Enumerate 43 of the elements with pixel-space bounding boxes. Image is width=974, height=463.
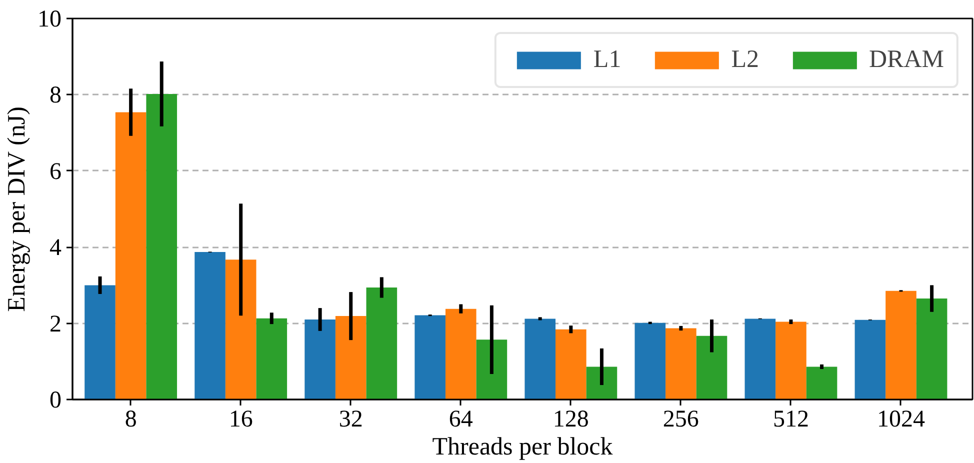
- legend-label: L1: [593, 46, 622, 74]
- bar: [84, 285, 116, 400]
- bar: [304, 319, 336, 400]
- bar: [744, 318, 776, 400]
- bar: [115, 112, 146, 400]
- bar: [524, 318, 556, 400]
- y-tick-label: 6: [50, 158, 62, 185]
- bar: [366, 287, 398, 400]
- legend-label: L2: [731, 46, 759, 74]
- bar: [634, 322, 666, 400]
- bar: [586, 366, 618, 400]
- bar: [225, 260, 256, 400]
- x-tick-label: 1024: [876, 406, 925, 432]
- x-tick-label: 32: [338, 406, 363, 432]
- y-axis-title: Energy per DIV (nJ): [4, 106, 30, 312]
- bar: [886, 290, 916, 400]
- bar: [666, 328, 696, 400]
- x-tick-label: 64: [448, 406, 473, 432]
- bar: [256, 318, 288, 400]
- bar: [854, 320, 886, 400]
- x-axis-title: Threads per block: [432, 434, 614, 460]
- bar: [146, 94, 178, 400]
- y-tick-label: 8: [50, 82, 62, 109]
- bar: [335, 316, 366, 400]
- bar: [806, 366, 838, 400]
- bar: [194, 252, 226, 400]
- x-tick-label: 16: [228, 406, 253, 432]
- x-tick-label: 256: [662, 406, 699, 432]
- y-tick-label: 0: [50, 388, 62, 414]
- y-tick-label: 2: [50, 311, 62, 338]
- bar: [696, 336, 728, 400]
- bar: [916, 298, 948, 400]
- bar: [414, 315, 446, 400]
- x-tick-label: 8: [124, 406, 137, 432]
- x-tick-label: 512: [772, 406, 809, 432]
- bar: [476, 340, 508, 400]
- bar: [776, 322, 806, 400]
- x-tick-label: 128: [552, 406, 589, 432]
- bar: [556, 329, 586, 400]
- legend-label: DRAM: [868, 46, 944, 74]
- y-tick-label: 10: [38, 6, 62, 32]
- bar: [445, 308, 476, 400]
- y-tick-label: 4: [50, 235, 62, 262]
